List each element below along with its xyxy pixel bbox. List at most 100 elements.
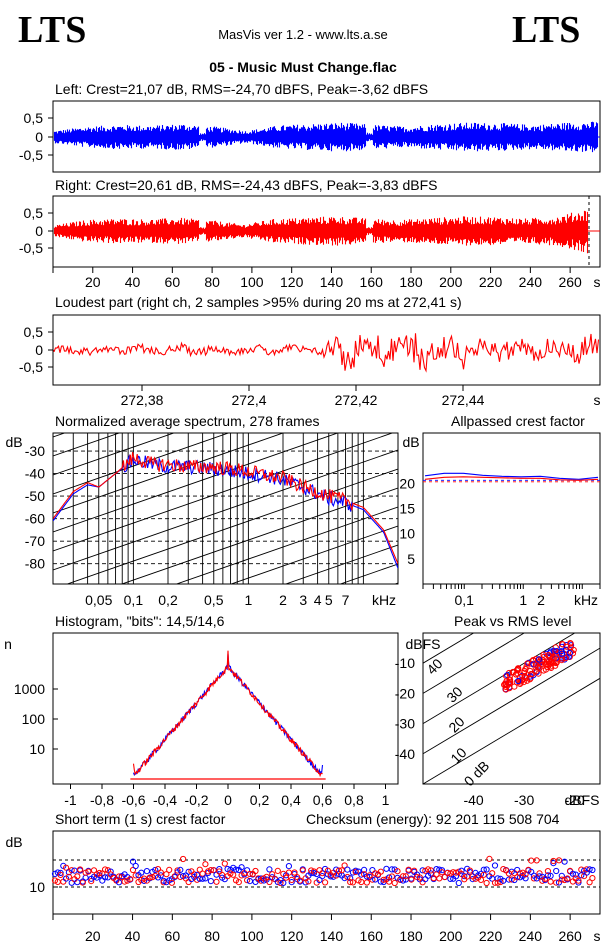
shortterm-point	[469, 876, 476, 883]
peakrms-point	[535, 663, 542, 671]
allpass-xtick: 2	[537, 592, 545, 608]
shortterm-point	[400, 877, 407, 884]
shortterm-point	[68, 867, 75, 874]
shortterm-point	[157, 872, 164, 879]
loudest-xtick: 272,44	[442, 392, 485, 408]
shortterm-xtick: 240	[519, 928, 543, 944]
peakrms-point	[506, 676, 513, 683]
logo-left: LTS	[18, 9, 87, 51]
right-title: Right: Crest=20,61 dB, RMS=-24,43 dBFS, …	[55, 177, 438, 193]
peakrms-diagonal	[423, 633, 576, 724]
shortterm-point	[132, 872, 139, 879]
peakrms-diag-label: 10	[447, 744, 469, 766]
shortterm-point	[477, 870, 485, 878]
shortterm-point	[296, 877, 304, 884]
peakrms-point	[515, 677, 522, 685]
shortterm-point	[246, 870, 253, 878]
peakrms-point	[529, 670, 536, 678]
shortterm-point	[352, 868, 359, 876]
shortterm-point	[177, 866, 184, 874]
loudest-xtick: 272,38	[121, 392, 164, 408]
shortterm-xtick: 40	[125, 928, 141, 944]
shortterm-point	[280, 879, 287, 887]
shortterm-point	[569, 870, 577, 877]
shortterm-point	[555, 857, 563, 864]
shortterm-point	[344, 873, 351, 881]
spectrum-gridline	[53, 621, 398, 741]
peakrms-diag-label: 40	[423, 655, 445, 677]
shortterm-point	[230, 871, 237, 878]
shortterm-point	[185, 868, 192, 875]
shortterm-point	[174, 867, 181, 874]
shortterm-xtick: 20	[85, 928, 101, 944]
shortterm-point	[127, 876, 134, 883]
shortterm-point	[589, 875, 596, 882]
shortterm-point	[232, 866, 240, 873]
file-name: 05 - Music Must Change.flac	[209, 59, 397, 75]
left-ytick: 0	[35, 129, 43, 145]
shortterm-point	[213, 871, 220, 878]
allpass-right-series	[424, 476, 599, 481]
shortterm-point	[269, 871, 276, 878]
shortterm-point	[288, 879, 295, 886]
peakrms-point	[540, 667, 547, 674]
shortterm-point	[366, 872, 373, 879]
peakrms-diag-label: 30	[443, 683, 465, 705]
peakrms-frame	[422, 632, 601, 785]
spectrum-gridline	[229, 525, 398, 584]
shortterm-point	[514, 866, 521, 874]
peakrms-diag-label: 20	[445, 713, 467, 735]
peakrms-point	[523, 674, 530, 681]
right-xtick: 80	[204, 274, 220, 290]
peakrms-point	[509, 668, 517, 676]
shortterm-point	[550, 860, 557, 867]
shortterm-point	[88, 878, 95, 885]
shortterm-point	[436, 875, 443, 882]
histogram-xtick: -0,4	[153, 792, 177, 808]
checksum-text: Checksum (energy): 92 201 115 508 704	[306, 811, 560, 827]
shortterm-point	[586, 879, 593, 886]
peakrms-xunit: dBFS	[564, 792, 599, 808]
shortterm-point	[82, 874, 89, 881]
shortterm-title: Short term (1 s) crest factor	[55, 811, 226, 827]
loudest-xtick: 272,4	[231, 392, 266, 408]
spectrum-gridline	[175, 506, 398, 584]
allpass-title: Allpassed crest factor	[451, 413, 585, 429]
shortterm-point	[202, 875, 209, 882]
allpass-ytick: 10	[399, 526, 415, 542]
shortterm-point	[372, 876, 379, 883]
spectrum-gridline	[284, 544, 398, 584]
shortterm-point	[444, 869, 451, 877]
spectrum-gridline	[53, 279, 398, 399]
shortterm-point	[536, 873, 543, 880]
right-xtick: 100	[240, 274, 264, 290]
shortterm-point	[146, 874, 153, 881]
spectrum-gridline	[53, 678, 398, 798]
peakrms-point	[524, 660, 531, 667]
allpass-xunit: kHz	[574, 592, 598, 608]
histogram-xtick: 0,6	[313, 792, 333, 808]
peakrms-diagonal	[423, 647, 600, 755]
shortterm-point	[483, 866, 490, 873]
shortterm-point	[427, 870, 434, 877]
shortterm-point	[168, 879, 175, 886]
loudest-ytick: 0	[35, 342, 43, 358]
peakrms-xtick: -20	[565, 792, 585, 808]
shortterm-point	[528, 857, 535, 864]
spectrum-frame	[52, 432, 399, 585]
spectrum-gridline	[53, 659, 398, 779]
spectrum-ylabel: dB	[5, 434, 22, 450]
allpass-ytick: 20	[399, 475, 415, 491]
shortterm-point	[65, 873, 73, 880]
shortterm-xtick: 180	[399, 928, 423, 944]
right-xtick: 200	[439, 274, 463, 290]
right-ytick: 0,5	[24, 205, 44, 221]
shortterm-point	[427, 867, 434, 874]
spectrum-gridline	[53, 640, 398, 760]
shortterm-point	[380, 876, 387, 883]
shortterm-point	[285, 863, 292, 870]
shortterm-point	[121, 878, 128, 885]
shortterm-point	[558, 872, 565, 880]
spectrum-gridline	[120, 487, 398, 584]
allpass-ylabel: dB	[402, 434, 419, 450]
